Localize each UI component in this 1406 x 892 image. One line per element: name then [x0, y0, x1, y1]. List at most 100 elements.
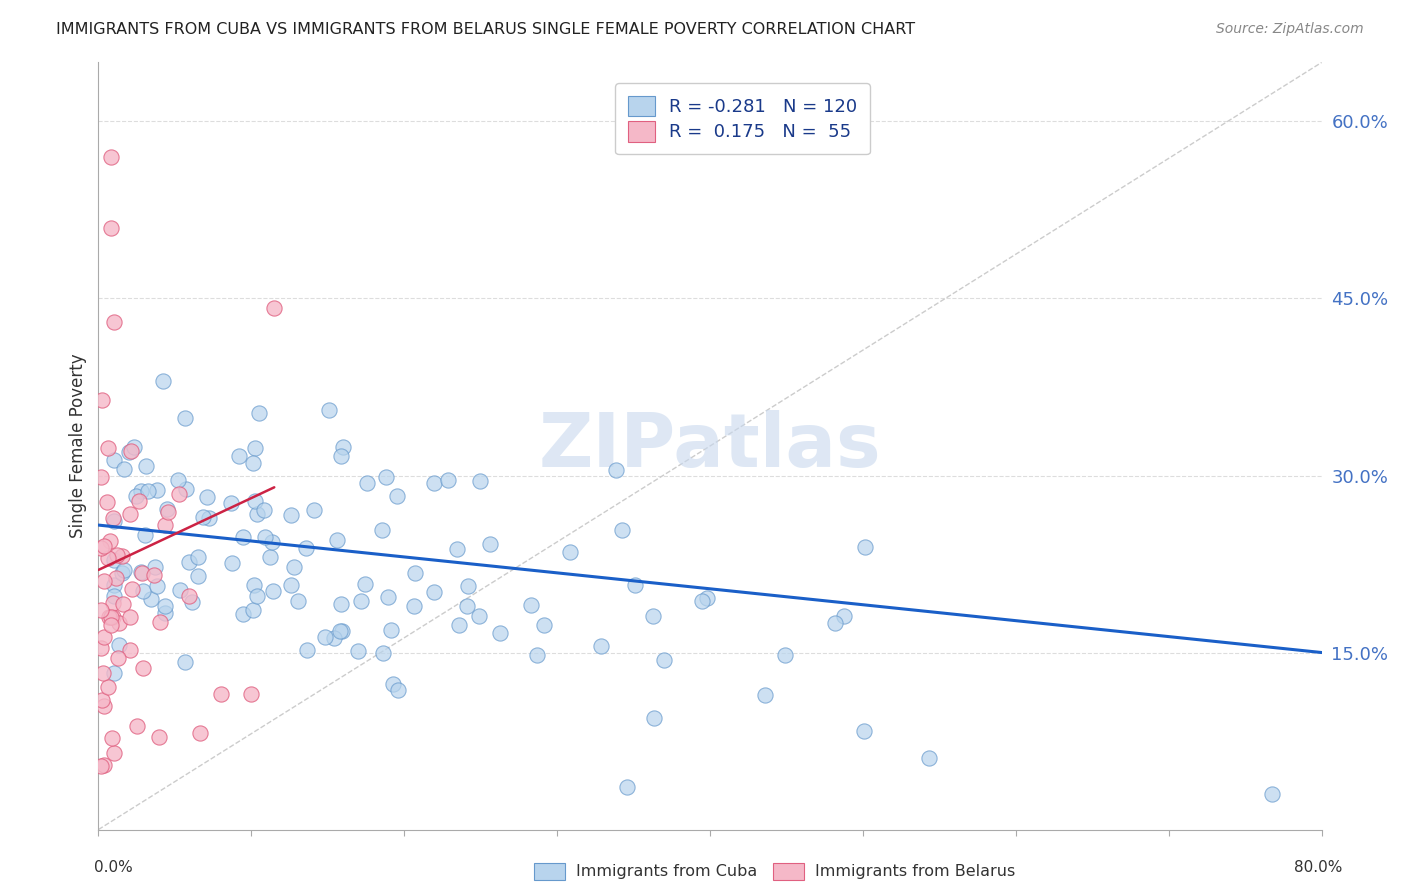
Point	[128, 494, 150, 508]
Point	[404, 599, 426, 613]
Y-axis label: Single Female Poverty: Single Female Poverty	[69, 354, 87, 538]
Point	[118, 610, 141, 624]
Point	[643, 711, 665, 725]
Point	[302, 503, 325, 517]
Point	[146, 579, 169, 593]
Point	[560, 545, 582, 559]
Point	[167, 486, 190, 500]
Point	[118, 642, 141, 657]
Point	[280, 508, 302, 522]
Point	[314, 630, 336, 644]
Point	[373, 646, 395, 660]
Point	[112, 462, 135, 476]
Point	[832, 609, 855, 624]
Point	[90, 603, 112, 617]
Point	[245, 442, 267, 456]
Point	[121, 582, 143, 597]
Point	[240, 687, 263, 701]
Point	[105, 548, 128, 562]
Point	[101, 510, 124, 524]
Point	[423, 476, 446, 491]
Point	[387, 683, 409, 698]
Point	[187, 569, 209, 583]
Point	[354, 576, 377, 591]
Point	[641, 608, 664, 623]
Point	[110, 566, 132, 581]
Point	[131, 661, 153, 675]
Point	[142, 567, 165, 582]
Point	[332, 440, 354, 454]
Point	[198, 511, 221, 525]
Point	[129, 565, 152, 579]
Point	[118, 508, 141, 522]
Point	[167, 473, 190, 487]
Point	[346, 643, 368, 657]
Point	[323, 631, 346, 645]
Point	[181, 595, 204, 609]
Point	[101, 596, 124, 610]
Point	[100, 617, 122, 632]
Point	[242, 578, 264, 592]
Point	[326, 533, 349, 547]
Point	[125, 719, 148, 733]
Point	[195, 490, 218, 504]
Point	[262, 583, 284, 598]
Point	[773, 648, 796, 662]
Point	[350, 594, 373, 608]
Point	[824, 615, 846, 630]
Point	[125, 489, 148, 503]
Point	[295, 541, 318, 556]
Point	[489, 625, 512, 640]
Point	[520, 598, 543, 612]
Point	[382, 677, 405, 691]
Point	[105, 571, 128, 585]
Point	[263, 301, 285, 315]
Point	[122, 440, 145, 454]
Point	[696, 591, 718, 605]
Point	[377, 591, 399, 605]
Point	[103, 452, 125, 467]
Point	[90, 541, 112, 555]
Point	[247, 406, 270, 420]
Point	[221, 557, 243, 571]
Point	[173, 411, 195, 425]
Point	[112, 597, 135, 611]
Text: 80.0%: 80.0%	[1295, 860, 1343, 874]
Point	[209, 687, 232, 701]
Text: IMMIGRANTS FROM CUBA VS IMMIGRANTS FROM BELARUS SINGLE FEMALE POVERTY CORRELATIO: IMMIGRANTS FROM CUBA VS IMMIGRANTS FROM …	[56, 22, 915, 37]
Point	[169, 583, 191, 598]
Text: 0.0%: 0.0%	[94, 860, 134, 874]
Point	[853, 724, 876, 739]
Point	[652, 652, 675, 666]
Point	[108, 638, 131, 652]
Point	[478, 537, 501, 551]
Point	[228, 449, 250, 463]
Point	[404, 566, 426, 580]
Point	[135, 459, 157, 474]
Point	[380, 623, 402, 637]
Point	[280, 578, 302, 592]
Point	[318, 402, 340, 417]
Point	[616, 780, 638, 794]
Point	[156, 501, 179, 516]
Point	[118, 445, 141, 459]
Point	[1261, 787, 1284, 801]
Point	[100, 150, 122, 164]
Point	[283, 560, 305, 574]
Point	[107, 651, 129, 665]
Point	[101, 731, 124, 746]
Point	[246, 507, 269, 521]
Point	[329, 624, 352, 639]
Point	[97, 442, 120, 456]
Point	[853, 541, 876, 555]
Point	[468, 474, 491, 488]
Point	[120, 443, 142, 458]
Point	[103, 315, 125, 329]
Text: Immigrants from Belarus: Immigrants from Belarus	[815, 864, 1015, 879]
Point	[918, 751, 941, 765]
Point	[100, 610, 122, 624]
Point	[457, 579, 479, 593]
Point	[436, 473, 458, 487]
Point	[138, 483, 160, 498]
Point	[330, 598, 353, 612]
